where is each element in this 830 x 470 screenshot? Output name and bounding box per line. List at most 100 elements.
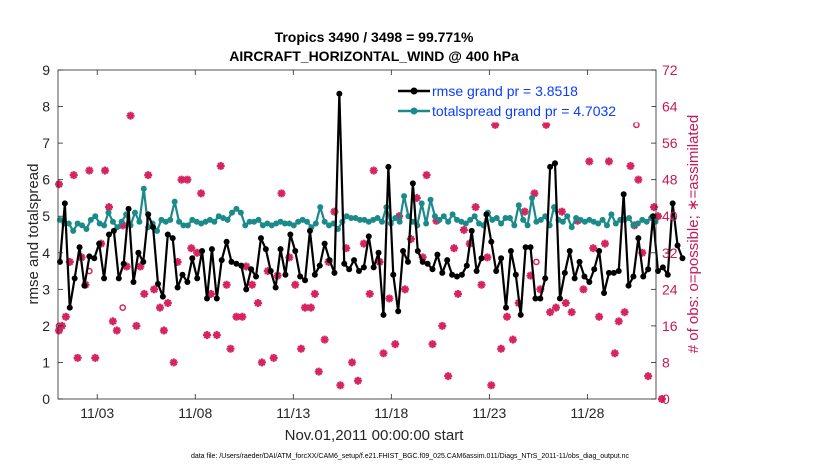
obs-assimilated-stroke bbox=[626, 162, 635, 170]
obs-assimilated-stroke bbox=[621, 308, 629, 316]
rmse-point bbox=[96, 240, 103, 247]
rmse-point bbox=[257, 235, 264, 242]
obs-assimilated-stroke bbox=[385, 294, 393, 303]
obs-assimilated-stroke bbox=[611, 349, 619, 357]
obs-assimilated-point bbox=[650, 203, 659, 212]
totalspread-point bbox=[418, 200, 425, 207]
totalspread-point bbox=[559, 218, 566, 225]
x-tick-label: 11/08 bbox=[178, 405, 212, 421]
obs-assimilated-stroke bbox=[258, 358, 266, 367]
totalspread-point bbox=[471, 213, 478, 220]
y-right-tick-label: 32 bbox=[662, 245, 678, 261]
rmse-point bbox=[483, 211, 490, 218]
x-tick-label: 11/13 bbox=[276, 405, 310, 421]
rmse-point bbox=[370, 264, 377, 271]
obs-assimilated-stroke bbox=[55, 180, 63, 188]
totalspread-point bbox=[436, 216, 443, 223]
legend-totalspread-label: totalspread grand pr = 4.7032 bbox=[432, 103, 616, 119]
obs-assimilated-point bbox=[379, 349, 388, 358]
totalspread-point bbox=[317, 204, 324, 211]
obs-assimilated-point bbox=[546, 308, 555, 317]
obs-assimilated-point bbox=[163, 299, 172, 308]
legend-totalspread-marker bbox=[410, 107, 418, 115]
obs-assimilated-stroke bbox=[105, 203, 113, 211]
obs-assimilated-stroke bbox=[160, 326, 168, 335]
obs-assimilated-point bbox=[620, 308, 629, 317]
totalspread-point bbox=[396, 218, 403, 225]
rmse-point bbox=[184, 279, 191, 286]
obs-assimilated-point bbox=[126, 111, 135, 120]
rmse-point bbox=[336, 90, 343, 97]
obs-assimilated-stroke bbox=[301, 304, 309, 312]
rmse-point bbox=[351, 257, 358, 264]
obs-assimilated-stroke bbox=[213, 331, 221, 339]
rmse-point bbox=[654, 268, 661, 275]
rmse-point bbox=[620, 191, 627, 198]
totalspread-point bbox=[643, 218, 650, 225]
totalspread-point bbox=[131, 209, 138, 216]
obs-assimilated-point bbox=[54, 180, 63, 189]
totalspread-point bbox=[233, 205, 240, 212]
obs-assimilated-stroke bbox=[601, 240, 609, 248]
y-right-tick-label: 0 bbox=[662, 391, 670, 407]
obs-assimilated-point bbox=[406, 235, 415, 244]
rmse-point bbox=[400, 247, 407, 254]
obs-assimilated-stroke bbox=[197, 189, 205, 197]
obs-assimilated-stroke bbox=[311, 290, 319, 298]
totalspread-point bbox=[154, 227, 161, 234]
plot-area bbox=[54, 90, 686, 403]
rmse-point bbox=[233, 260, 240, 267]
rmse-point bbox=[346, 266, 353, 273]
rmse-point bbox=[512, 271, 519, 278]
obs-assimilated-point bbox=[520, 207, 529, 216]
y-right-tick-label: 40 bbox=[662, 208, 678, 224]
rmse-point bbox=[478, 255, 485, 262]
rmse-point bbox=[507, 247, 514, 254]
totalspread-point bbox=[281, 220, 288, 227]
rmse-point bbox=[208, 246, 215, 253]
totalspread-point bbox=[184, 222, 191, 229]
rmse-point bbox=[169, 235, 176, 242]
totalspread-point bbox=[524, 222, 531, 229]
rmse-point bbox=[527, 244, 534, 251]
obs-assimilated-stroke bbox=[91, 354, 99, 362]
obs-assimilated-stroke bbox=[391, 340, 399, 348]
obs-assimilated-stroke bbox=[336, 381, 344, 389]
rmse-point bbox=[493, 268, 500, 275]
totalspread-point bbox=[356, 216, 363, 223]
obs-assimilated-point bbox=[385, 294, 394, 303]
obs-assimilated-point bbox=[203, 331, 212, 340]
totalspread-point bbox=[634, 220, 641, 227]
obs-assimilated-stroke bbox=[366, 290, 374, 298]
totalspread-point bbox=[603, 222, 610, 229]
obs-assimilated-stroke bbox=[401, 285, 409, 293]
rmse-point bbox=[424, 260, 431, 267]
rmse-point bbox=[449, 271, 456, 278]
obs-assimilated-stroke bbox=[379, 349, 388, 357]
rmse-point bbox=[630, 273, 637, 280]
obs-assimilated-stroke bbox=[85, 166, 93, 175]
obs-assimilated-point bbox=[657, 395, 666, 403]
obs-assimilated-stroke bbox=[546, 308, 554, 316]
rmse-point bbox=[213, 295, 220, 302]
rmse-point bbox=[321, 240, 328, 247]
obs-assimilated-point bbox=[567, 308, 576, 317]
obs-assimilated-point bbox=[69, 171, 78, 180]
totalspread-point bbox=[537, 216, 544, 223]
obs-assimilated-point bbox=[601, 239, 610, 248]
obs-assimilated-point bbox=[144, 171, 153, 180]
y-axis-right-label: # of obs: o=possible; ∗=assimilated bbox=[685, 115, 702, 354]
obs-assimilated-point bbox=[73, 353, 82, 362]
rmse-point bbox=[645, 266, 652, 273]
obs-assimilated-point bbox=[306, 303, 315, 312]
rmse-point bbox=[522, 244, 529, 251]
totalspread-point bbox=[542, 213, 549, 220]
totalspread-point bbox=[449, 211, 456, 218]
y-tick-label: 3 bbox=[42, 281, 50, 297]
obs-assimilated-stroke bbox=[126, 112, 135, 120]
rmse-point bbox=[243, 286, 250, 293]
totalspread-point bbox=[242, 222, 249, 229]
totalspread-point bbox=[462, 220, 469, 227]
obs-assimilated-point bbox=[291, 280, 300, 289]
obs-assimilated-stroke bbox=[223, 281, 231, 289]
